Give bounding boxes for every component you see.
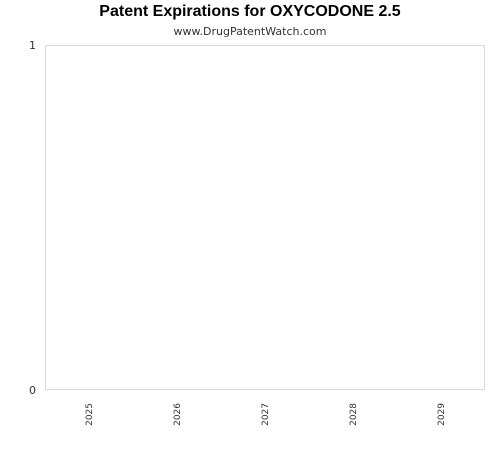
y-axis-ticks: 01 — [29, 39, 36, 397]
chart-title: Patent Expirations for OXYCODONE 2.5 — [99, 3, 401, 20]
y-tick-label: 1 — [29, 39, 36, 52]
chart-subtitle: www.DrugPatentWatch.com — [173, 25, 327, 38]
plot-area — [45, 45, 485, 390]
x-tick-label: 2026 — [173, 403, 183, 426]
x-tick-label: 2029 — [437, 403, 447, 426]
x-tick-label: 2025 — [85, 403, 95, 426]
x-tick-label: 2027 — [261, 403, 271, 426]
x-axis-ticks: 2025 2026 2027 2028 2029 — [85, 403, 447, 426]
x-tick-label: 2028 — [349, 403, 359, 426]
y-tick-label: 0 — [29, 384, 36, 397]
